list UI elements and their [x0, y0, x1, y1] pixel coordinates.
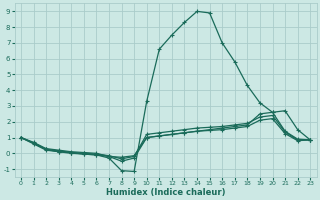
X-axis label: Humidex (Indice chaleur): Humidex (Indice chaleur) [106, 188, 225, 197]
